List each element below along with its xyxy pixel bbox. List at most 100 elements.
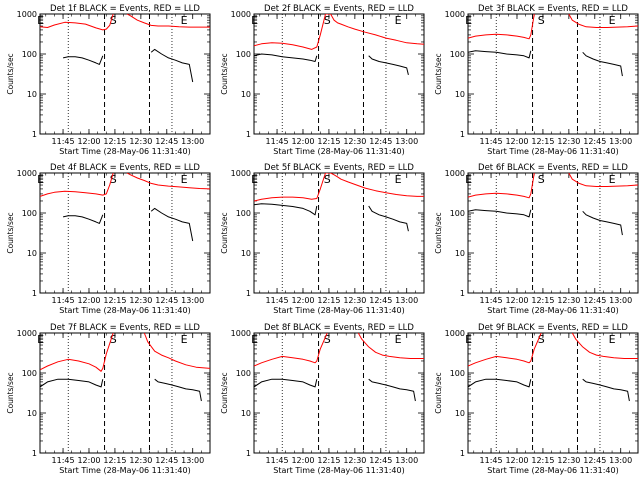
x-tick-label: 12:15 <box>531 137 554 146</box>
y-tick-label: 10 <box>455 90 465 99</box>
event-marker-e: E <box>465 14 472 27</box>
black-events-line-seg-2 <box>582 51 623 77</box>
event-marker-e: E <box>37 14 44 27</box>
x-axis-label: Start Time (28-May-06 11:31:40) <box>487 306 618 315</box>
panel-title: Det 6f BLACK = Events, RED = LLD <box>478 163 628 173</box>
x-axis-label: Start Time (28-May-06 11:31:40) <box>487 466 618 475</box>
y-tick-label: 100 <box>236 369 251 378</box>
y-tick-label: 100 <box>22 369 37 378</box>
panel-det-3: Det 3f BLACK = Events, RED = LLD 1 10 100 10… <box>434 4 639 156</box>
series-group <box>254 14 424 76</box>
x-tick-label: 12:45 <box>155 456 178 465</box>
series-group <box>40 333 210 402</box>
y-tick-label: 1 <box>32 130 37 139</box>
panel-det-2: Det 2f BLACK = Events, RED = LLD 1 10 100 10… <box>220 4 425 156</box>
panel-title: Det 5f BLACK = Events, RED = LLD <box>264 163 414 173</box>
x-tick-label: 12:30 <box>129 456 152 465</box>
y-tick-label: 1 <box>246 130 251 139</box>
y-tick-label: 100 <box>22 209 37 218</box>
x-tick-label: 12:30 <box>343 296 366 305</box>
y-tick-label: 100 <box>450 209 465 218</box>
panel-det-9: Det 9f BLACK = Events, RED = LLD 1 10 100 10… <box>434 323 639 475</box>
event-marker-e: E <box>181 333 188 346</box>
plot-frame <box>39 13 211 135</box>
y-axis-label: Counts/sec <box>6 212 15 253</box>
x-tick-label: 12:15 <box>103 137 126 146</box>
y-tick-label: 1 <box>32 449 37 458</box>
plot-frame <box>467 332 639 454</box>
x-tick-label: 12:15 <box>317 296 340 305</box>
event-marker-e: E <box>37 173 44 186</box>
red-lld-line-seg-1 <box>468 14 535 40</box>
x-tick-label: 12:15 <box>317 456 340 465</box>
y-tick-label: 1 <box>460 289 465 298</box>
x-tick-label: 13:00 <box>609 456 632 465</box>
panel-title: Det 9f BLACK = Events, RED = LLD <box>478 323 628 333</box>
x-tick-label: 13:00 <box>181 137 204 146</box>
red-lld-line-seg-1 <box>40 14 114 31</box>
x-tick-label: 12:15 <box>317 137 340 146</box>
x-tick-label: 13:00 <box>181 456 204 465</box>
plot-frame <box>253 332 425 454</box>
red-lld-line-seg-1 <box>254 333 328 367</box>
red-lld-line-seg-1 <box>468 173 535 199</box>
event-marker-e: E <box>395 333 402 346</box>
y-axis-label: Counts/sec <box>434 212 443 253</box>
x-tick-label: 11:45 <box>52 137 75 146</box>
series-group <box>468 333 638 402</box>
series-group <box>40 14 210 83</box>
y-tick-label: 1 <box>460 449 465 458</box>
plot-frame <box>253 13 425 135</box>
y-tick-label: 1 <box>32 289 37 298</box>
black-events-line-seg-2 <box>368 205 409 232</box>
x-tick-label: 11:45 <box>52 296 75 305</box>
y-tick-label: 1 <box>246 289 251 298</box>
black-events-line-seg-1 <box>40 378 104 388</box>
x-tick-label: 12:00 <box>505 296 528 305</box>
y-axis-label: Counts/sec <box>220 212 229 253</box>
x-tick-label: 12:00 <box>291 296 314 305</box>
panel-title: Det 8f BLACK = Events, RED = LLD <box>264 323 414 333</box>
event-marker-s: S <box>538 333 545 346</box>
y-tick-label: 10 <box>241 409 251 418</box>
black-events-line-seg-2 <box>582 378 630 402</box>
y-tick-label: 10 <box>241 249 251 258</box>
y-tick-label: 10 <box>241 90 251 99</box>
x-tick-label: 12:00 <box>291 456 314 465</box>
y-tick-label: 100 <box>236 50 251 59</box>
x-axis-label: Start Time (28-May-06 11:31:40) <box>59 306 190 315</box>
x-tick-label: 12:15 <box>103 456 126 465</box>
event-marker-e: E <box>251 333 258 346</box>
event-marker-e: E <box>465 173 472 186</box>
panel-det-8: Det 8f BLACK = Events, RED = LLD 1 10 100 10… <box>220 323 425 475</box>
event-marker-s: S <box>110 333 117 346</box>
y-tick-label: 1000 <box>231 329 251 338</box>
x-tick-label: 12:45 <box>583 456 606 465</box>
event-marker-s: S <box>110 14 117 27</box>
y-tick-label: 1000 <box>445 329 465 338</box>
plot-frame <box>39 172 211 294</box>
x-tick-label: 12:45 <box>583 296 606 305</box>
x-tick-label: 12:00 <box>77 296 100 305</box>
y-tick-label: 1000 <box>17 329 37 338</box>
y-axis-label: Counts/sec <box>434 372 443 413</box>
x-tick-label: 12:45 <box>583 137 606 146</box>
event-marker-e: E <box>395 14 402 27</box>
event-marker-e: E <box>465 333 472 346</box>
x-tick-label: 12:30 <box>557 137 580 146</box>
event-marker-s: S <box>324 333 331 346</box>
x-axis-label: Start Time (28-May-06 11:31:40) <box>273 466 404 475</box>
event-marker-s: S <box>324 173 331 186</box>
panel-title: Det 2f BLACK = Events, RED = LLD <box>264 4 414 14</box>
series-group <box>254 333 424 402</box>
x-axis-label: Start Time (28-May-06 11:31:40) <box>273 147 404 156</box>
panel-det-7: Det 7f BLACK = Events, RED = LLD 1 10 100 10… <box>6 323 211 475</box>
red-lld-line-seg-2 <box>568 14 638 28</box>
plot-frame <box>39 332 211 454</box>
x-axis-label: Start Time (28-May-06 11:31:40) <box>273 306 404 315</box>
event-marker-s: S <box>538 173 545 186</box>
plot-frame <box>467 172 639 294</box>
black-events-line-seg-2 <box>582 210 623 236</box>
y-tick-label: 1000 <box>445 169 465 178</box>
x-tick-label: 11:45 <box>480 296 503 305</box>
